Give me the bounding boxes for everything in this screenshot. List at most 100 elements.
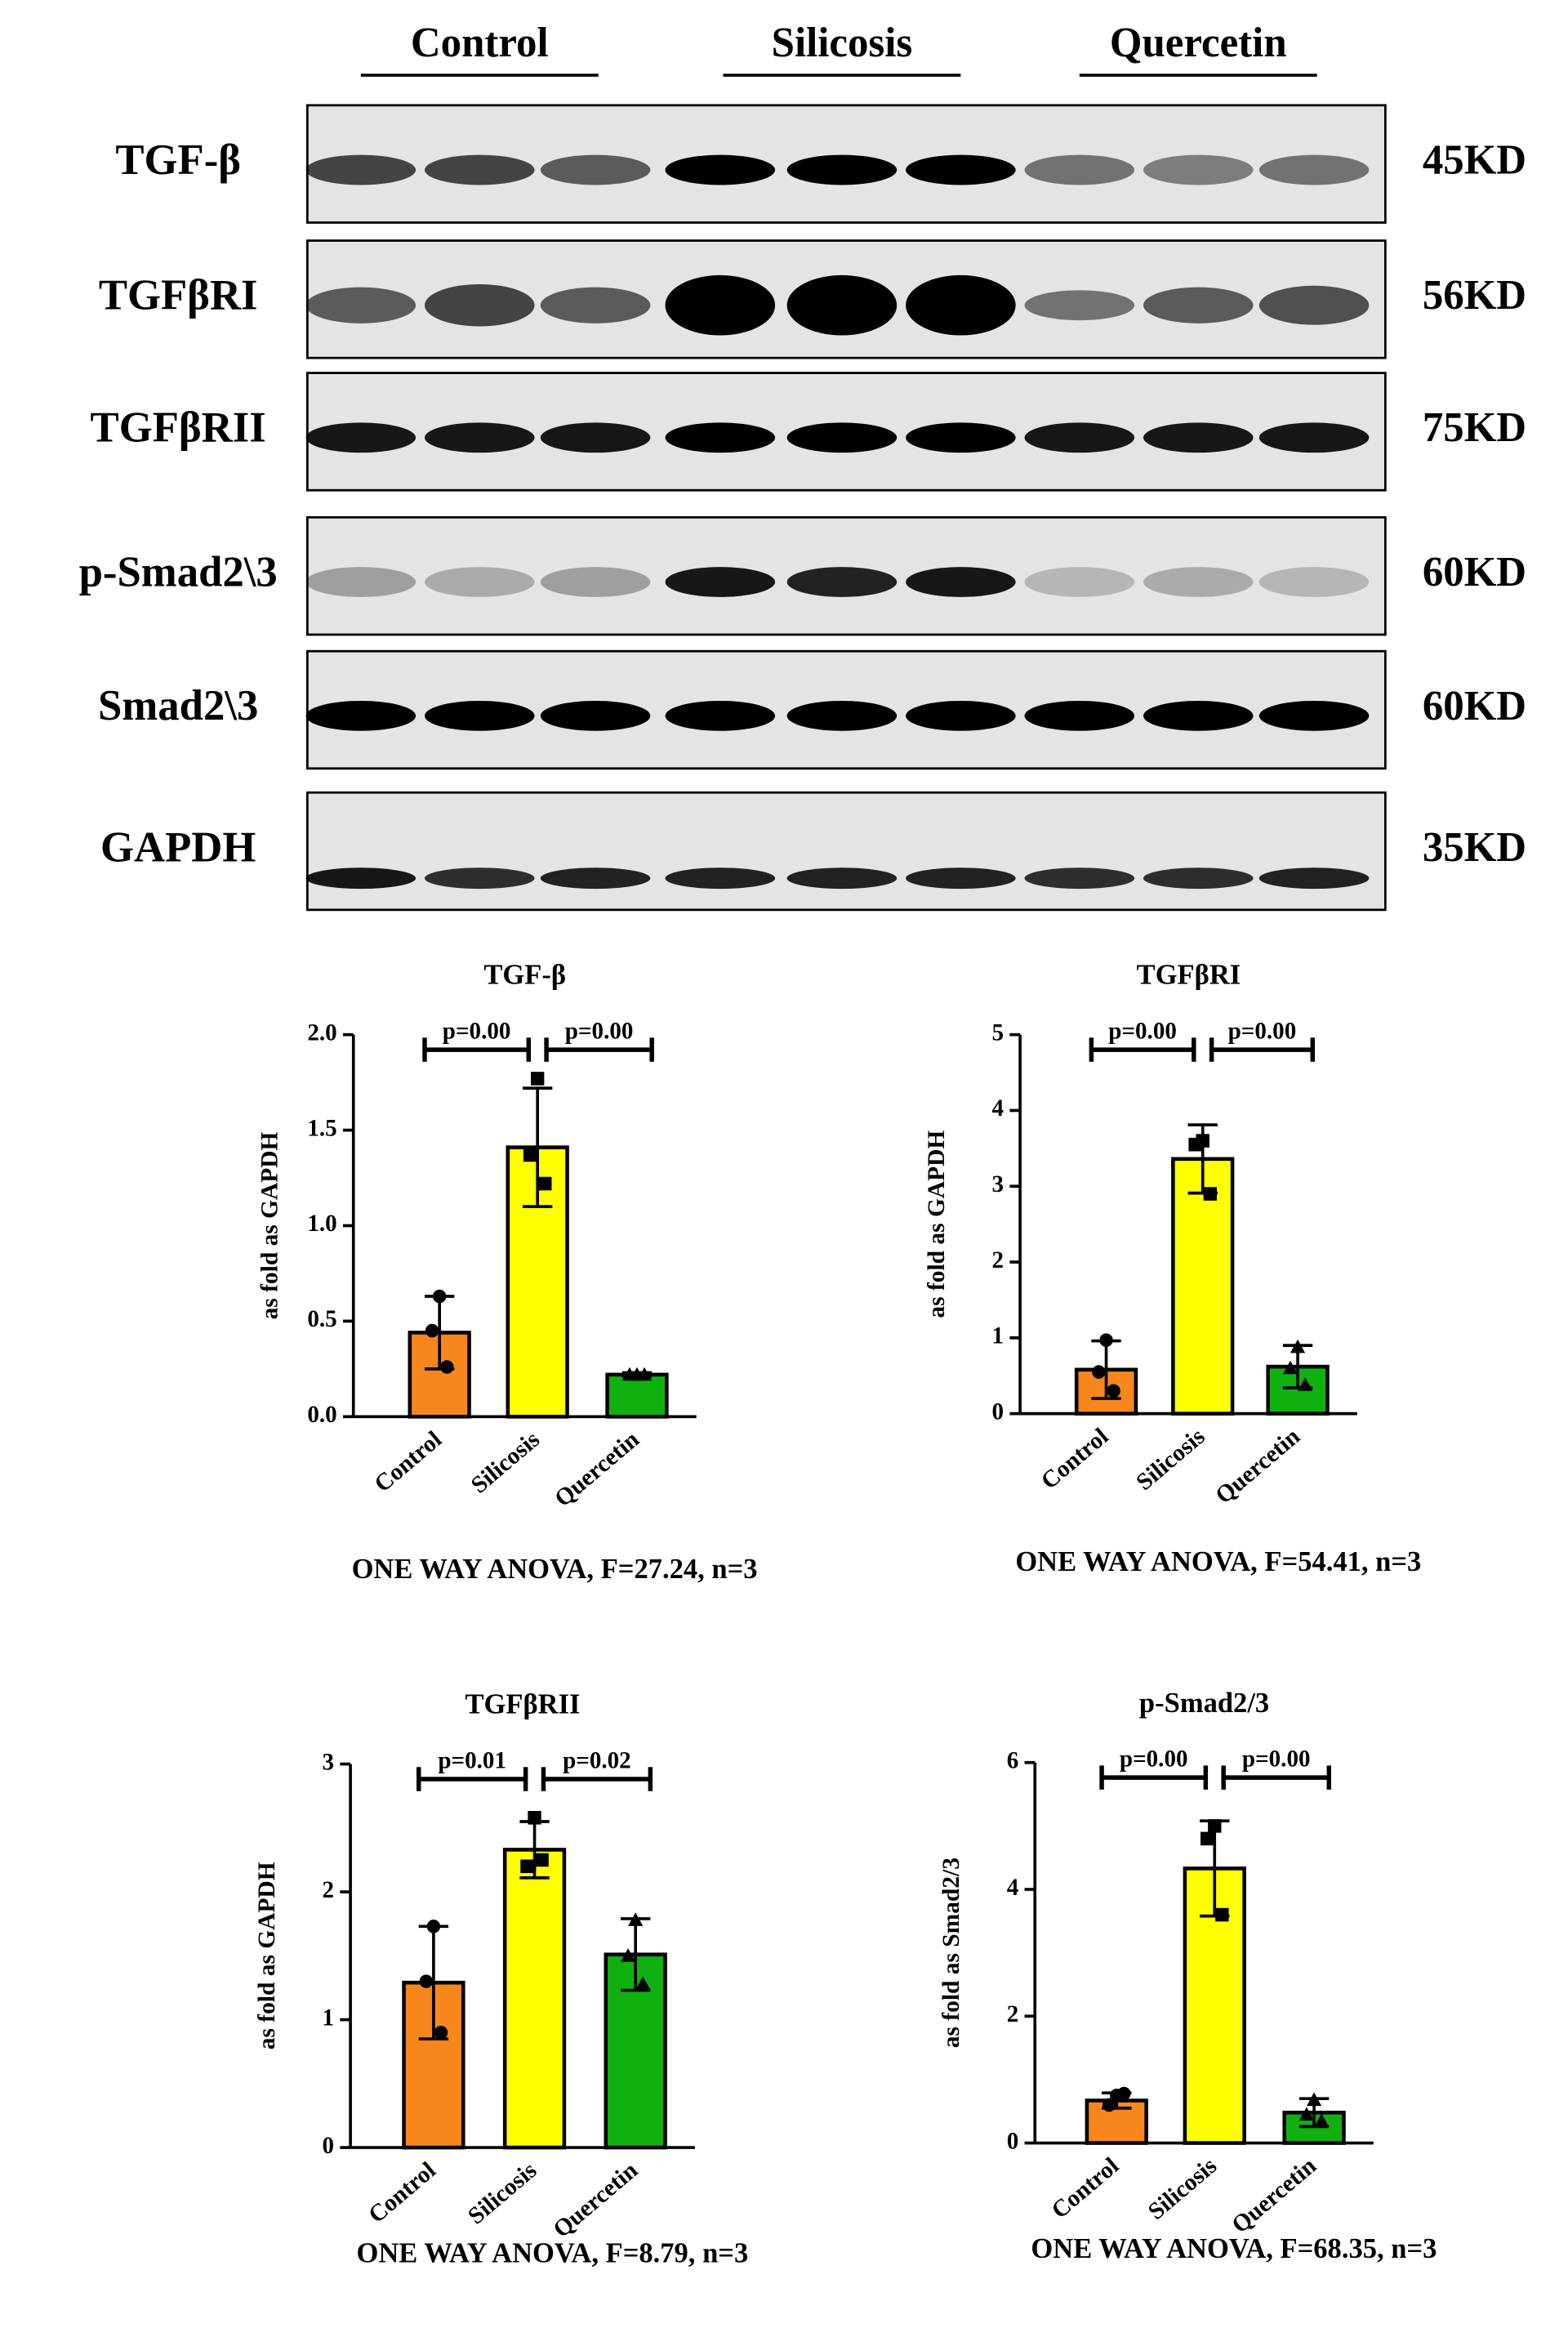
size-label: 56KD (1423, 272, 1526, 319)
blot-band (786, 700, 898, 731)
y-tick-label: 1.5 (307, 1115, 336, 1141)
p-value: p=0.00 (1228, 1018, 1297, 1044)
y-tick-label: 2 (323, 1877, 335, 1903)
blot-band (786, 154, 898, 185)
data-point (425, 1323, 439, 1338)
x-tick-label: Silicosis (466, 1426, 545, 1499)
data-point (535, 1853, 549, 1867)
y-tick-label: 1 (992, 1322, 1004, 1349)
blot-band (1258, 154, 1370, 185)
blot-band (906, 567, 1016, 597)
blot-band (1024, 867, 1135, 890)
y-tick-label: 2.0 (307, 1019, 336, 1046)
blot-band (1024, 567, 1135, 597)
data-point (1215, 1907, 1229, 1922)
size-label: 60KD (1423, 683, 1526, 729)
blot-band (540, 422, 651, 453)
data-point (520, 1859, 534, 1874)
protein-label: TGFβRII (91, 404, 266, 451)
data-point (528, 1811, 541, 1825)
x-tick-label: Control (1036, 1423, 1113, 1494)
size-label: 45KD (1423, 136, 1526, 183)
y-tick-label: 1 (323, 2005, 335, 2031)
blot-band (540, 154, 651, 185)
y-tick-label: 2 (992, 1247, 1004, 1273)
data-point (1102, 2098, 1116, 2112)
anova-footer: ONE WAY ANOVA, F=8.79, n=3 (356, 2237, 748, 2268)
y-tick-label: 0 (323, 2133, 335, 2159)
blot-band (786, 422, 898, 453)
blot-band (665, 422, 776, 453)
p-value: p=0.00 (565, 1018, 634, 1044)
blot-band (540, 567, 651, 597)
blot-band (1258, 700, 1370, 731)
blot-band (1258, 867, 1370, 890)
blot-band (1024, 290, 1135, 321)
blot-band (1258, 285, 1370, 325)
y-tick-label: 0.5 (307, 1306, 336, 1332)
x-tick-label: Quercetin (1211, 1423, 1305, 1509)
y-axis-label: as fold as GAPDH (924, 1130, 950, 1318)
blot-band (305, 154, 416, 185)
x-tick-label: Quercetin (550, 1426, 644, 1512)
x-tick-label: Silicosis (1132, 1423, 1210, 1496)
blot-band (1258, 422, 1370, 453)
blot-band (1143, 287, 1254, 323)
blot-band (906, 274, 1016, 336)
p-value: p=0.00 (1242, 1746, 1311, 1773)
group-label: Control (411, 20, 549, 66)
group-label: Silicosis (772, 20, 913, 66)
data-point (1203, 1187, 1217, 1201)
y-axis-label: as fold as GAPDH (254, 1862, 280, 2049)
blot-band (665, 154, 776, 185)
data-point (426, 1920, 441, 1933)
protein-label: Smad2\3 (98, 682, 258, 729)
data-point (433, 1289, 447, 1304)
data-point (1314, 2113, 1330, 2127)
data-point (1307, 2092, 1322, 2107)
chart-title: p-Smad2/3 (1139, 1687, 1269, 1719)
blot-band (540, 700, 651, 731)
protein-label: GAPDH (100, 823, 256, 871)
x-tick-label: Quercetin (1227, 2152, 1321, 2238)
blot-band (1258, 567, 1370, 597)
bar (605, 1372, 669, 1419)
blot-band (665, 274, 776, 336)
y-tick-label: 0 (992, 1398, 1004, 1425)
blot-band (425, 422, 535, 453)
data-point (1282, 1360, 1298, 1375)
data-point (1298, 2107, 1315, 2121)
blot-band (1143, 567, 1254, 597)
data-point (1200, 1831, 1214, 1846)
y-tick-label: 3 (992, 1171, 1004, 1197)
data-point (1298, 1377, 1313, 1391)
bar (502, 1848, 567, 2150)
data-point (1099, 1333, 1113, 1347)
y-tick-label: 6 (1007, 1747, 1019, 1773)
bar (1171, 1157, 1235, 1416)
blot-band (1143, 154, 1254, 185)
blot-band (305, 700, 416, 731)
blot-band (906, 154, 1016, 185)
data-point (538, 1176, 552, 1191)
blot-band (906, 700, 1016, 731)
anova-footer: ONE WAY ANOVA, F=27.24, n=3 (352, 1553, 758, 1585)
blot-band (425, 283, 535, 327)
blot-band (1024, 154, 1135, 185)
chart-title: TGFβRII (466, 1688, 581, 1719)
protein-label: p-Smad2\3 (79, 548, 278, 595)
p-value: p=0.00 (1120, 1746, 1188, 1773)
data-point (1107, 1384, 1120, 1398)
blot-band (786, 567, 898, 597)
data-point (621, 1948, 636, 1962)
blot-band (786, 867, 898, 890)
data-point (419, 1974, 433, 1988)
protein-label: TGF-β (115, 136, 241, 184)
data-point (1188, 1137, 1202, 1152)
data-point (531, 1072, 545, 1086)
y-axis-label: as fold as Smad2/3 (938, 1857, 964, 2048)
x-tick-label: Control (1047, 2152, 1124, 2223)
size-label: 35KD (1423, 824, 1526, 871)
blot-band (305, 287, 416, 323)
